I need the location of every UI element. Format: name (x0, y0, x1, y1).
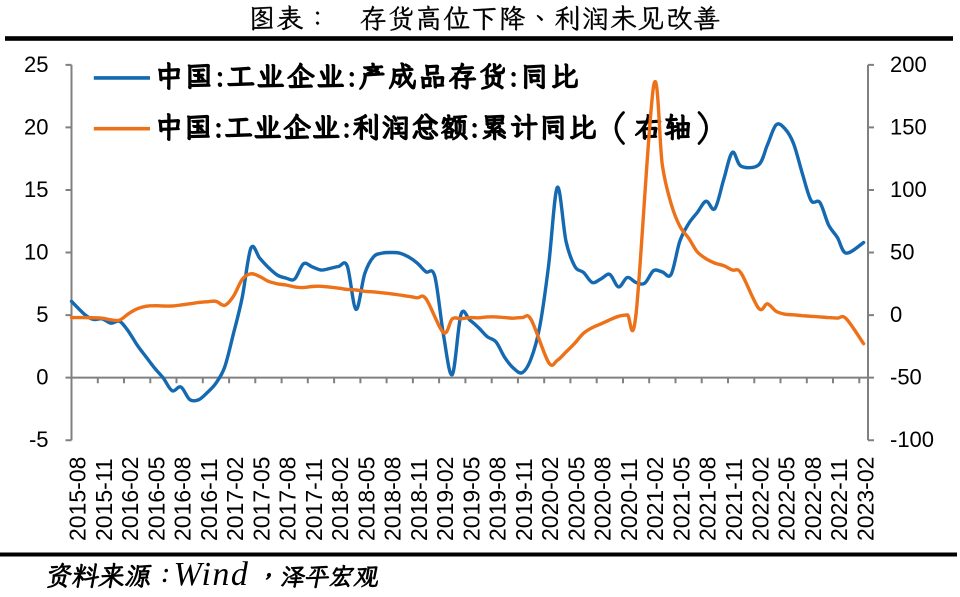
svg-text:2016-05: 2016-05 (143, 457, 169, 541)
svg-text:200: 200 (890, 52, 927, 77)
svg-text:2019-02: 2019-02 (432, 457, 458, 541)
svg-text:2021-11: 2021-11 (721, 458, 747, 541)
svg-text:2020-02: 2020-02 (537, 457, 563, 541)
svg-text:2019-11: 2019-11 (511, 458, 537, 541)
svg-text:2016-11: 2016-11 (196, 458, 222, 541)
svg-text:2020-08: 2020-08 (590, 457, 616, 541)
svg-text:0: 0 (36, 365, 48, 390)
svg-text:-50: -50 (890, 365, 922, 390)
svg-text:100: 100 (890, 177, 927, 202)
svg-text:2022-05: 2022-05 (774, 457, 800, 541)
svg-text:2022-02: 2022-02 (747, 457, 773, 541)
svg-text:5: 5 (36, 302, 48, 327)
svg-text:-100: -100 (890, 427, 934, 452)
svg-text:2021-05: 2021-05 (669, 457, 695, 541)
svg-text:2015-08: 2015-08 (65, 457, 91, 541)
svg-text:2021-02: 2021-02 (642, 457, 668, 541)
svg-text:2023-02: 2023-02 (852, 457, 878, 541)
svg-text:2016-08: 2016-08 (170, 457, 196, 541)
svg-text:20: 20 (24, 114, 48, 139)
svg-text:2017-11: 2017-11 (301, 458, 327, 541)
svg-text:2017-02: 2017-02 (222, 457, 248, 541)
svg-text:2020-11: 2020-11 (616, 458, 642, 541)
svg-text:50: 50 (890, 239, 914, 264)
svg-text:2022-08: 2022-08 (800, 457, 826, 541)
svg-text:2018-08: 2018-08 (380, 457, 406, 541)
svg-text:150: 150 (890, 114, 927, 139)
svg-text:2015-11: 2015-11 (91, 458, 117, 541)
svg-text:2021-08: 2021-08 (695, 457, 721, 541)
svg-text:10: 10 (24, 239, 48, 264)
svg-text:0: 0 (890, 302, 902, 327)
svg-text:2018-02: 2018-02 (327, 457, 353, 541)
svg-text:2017-08: 2017-08 (275, 457, 301, 541)
svg-text:2018-05: 2018-05 (353, 457, 379, 541)
svg-text:2019-08: 2019-08 (485, 457, 511, 541)
svg-text:2019-05: 2019-05 (458, 457, 484, 541)
svg-text:2017-05: 2017-05 (248, 457, 274, 541)
svg-text:2016-02: 2016-02 (117, 457, 143, 541)
svg-text:2020-05: 2020-05 (563, 457, 589, 541)
svg-text:15: 15 (24, 177, 48, 202)
svg-text:-5: -5 (29, 427, 49, 452)
svg-text:2022-11: 2022-11 (826, 458, 852, 541)
svg-text:2018-11: 2018-11 (406, 458, 432, 541)
svg-text:Wind: Wind (174, 556, 250, 593)
svg-text:25: 25 (24, 52, 48, 77)
